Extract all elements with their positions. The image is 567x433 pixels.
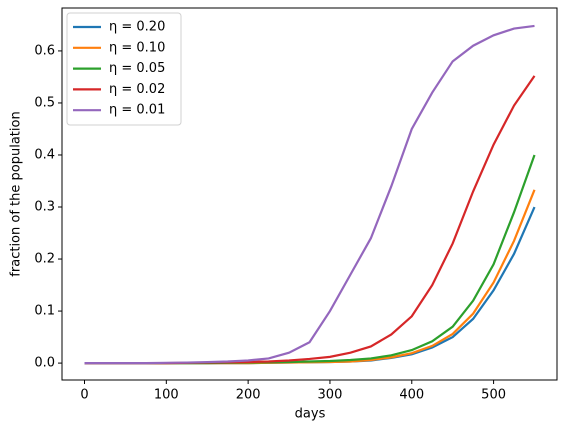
legend-box [66, 12, 182, 126]
y-tick-label: 0.3 [34, 200, 55, 215]
x-tick-label: 200 [236, 388, 261, 403]
x-tick-label: 400 [399, 388, 424, 403]
y-tick-label: 0.2 [34, 252, 55, 267]
series-line [84, 154, 536, 365]
y-tick-label: 0.6 [34, 43, 55, 58]
legend: η = 0.20 η = 0.10 η = 0.05 η = 0.02 η = 0.01 [66, 12, 182, 126]
x-tick-label: 0 [80, 388, 88, 403]
legend-label: η = 0.01 [109, 103, 165, 118]
series-line [84, 189, 536, 365]
series-line [84, 206, 536, 365]
legend-label: η = 0.05 [109, 61, 165, 76]
plot-frame [61, 7, 558, 381]
y-tick-label: 0.1 [34, 304, 55, 319]
x-tick-label: 300 [318, 388, 343, 403]
legend-label: η = 0.02 [109, 82, 165, 97]
legend-label: η = 0.20 [109, 20, 165, 35]
y-tick-label: 0.0 [34, 356, 55, 371]
x-tick-label: 500 [481, 388, 506, 403]
y-tick-label: 0.5 [34, 95, 55, 110]
legend-label: η = 0.10 [109, 40, 165, 55]
series-line [84, 24, 535, 365]
x-tick-label: 100 [154, 388, 179, 403]
y-tick-label: 0.4 [34, 147, 55, 162]
y-axis-label: fraction of the population [9, 111, 24, 276]
x-axis-label: days [295, 407, 326, 422]
